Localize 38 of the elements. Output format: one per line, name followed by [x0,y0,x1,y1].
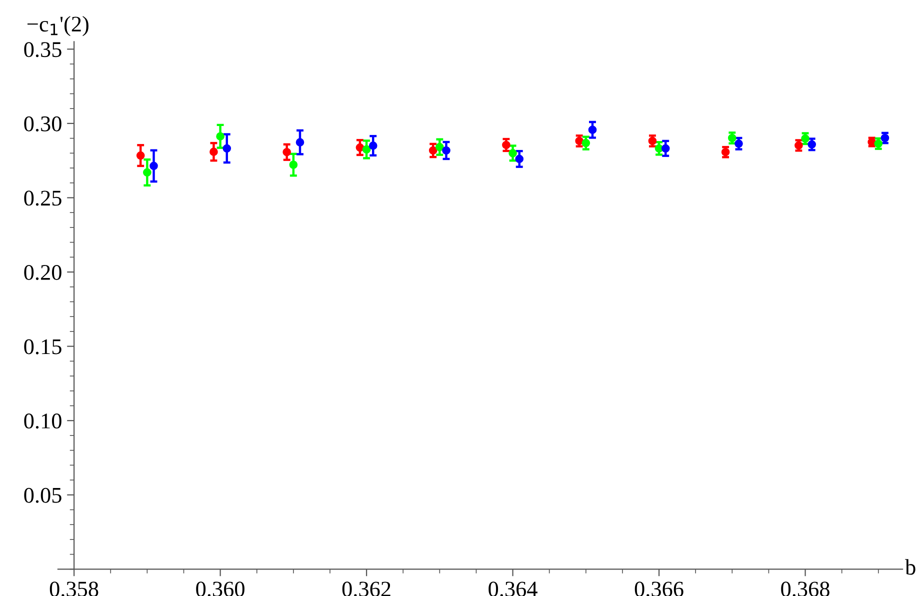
point [874,139,883,148]
point [808,140,816,149]
point [210,148,218,156]
point [216,132,224,141]
point [368,142,378,150]
y-tick-label: 0.30 [24,116,62,132]
y-tick-label: 0.25 [24,190,62,206]
point [502,140,510,150]
point [150,162,158,170]
point [435,142,444,152]
y-axis-title: −c$_{1}$'(2) [28,16,88,36]
y-tick-label: 0.10 [24,414,62,429]
point [734,139,743,148]
x-axis-title: b [905,559,916,575]
point [801,134,810,143]
point [362,145,371,154]
point [136,151,145,160]
point [296,138,304,146]
point [356,143,364,152]
point [794,141,803,150]
point [442,146,450,155]
point [654,144,664,153]
y-tick-label: 0.20 [24,264,62,280]
y-tick-label: 0.05 [24,488,62,503]
point [222,144,232,153]
point [515,154,524,164]
point [588,126,597,134]
point [282,148,291,156]
point [508,148,517,158]
point [428,146,438,155]
y-tick-label: 0.35 [24,42,62,58]
point [143,168,152,177]
point [728,134,736,142]
point [575,136,584,146]
point [661,144,670,153]
y-tick-label: 0.15 [24,339,62,354]
point [582,138,590,148]
point [289,160,298,169]
